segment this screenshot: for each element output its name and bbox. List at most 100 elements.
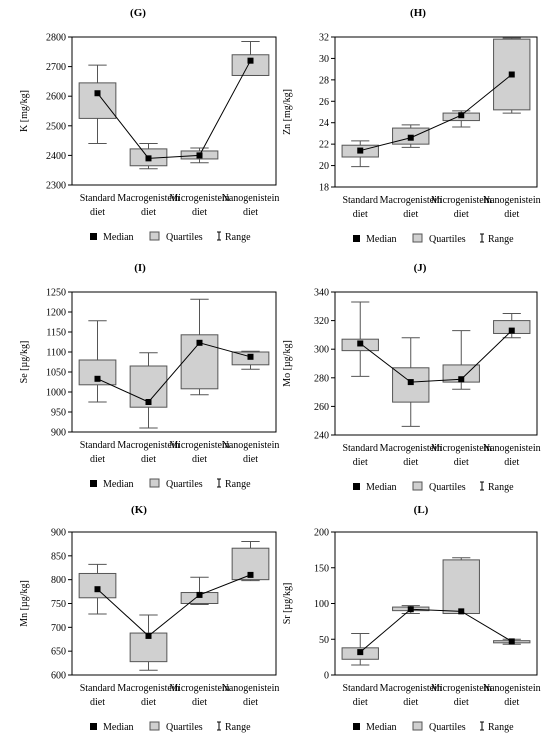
legend-median-label: Median bbox=[103, 232, 134, 243]
y-tick-label: 2700 bbox=[46, 62, 66, 73]
y-tick-label: 340 bbox=[314, 288, 329, 299]
y-tick-label: 1150 bbox=[46, 328, 66, 339]
median-marker bbox=[357, 147, 364, 154]
y-tick-label: 1050 bbox=[46, 368, 66, 379]
median-line bbox=[97, 342, 251, 403]
legend-median-marker bbox=[353, 723, 360, 730]
y-tick-label: 600 bbox=[51, 671, 66, 682]
median-marker bbox=[407, 134, 414, 141]
legend-median-label: Median bbox=[366, 482, 397, 493]
category-label: Microgenistein bbox=[169, 440, 230, 451]
panel-j: (J) 240 260 280 300 320 340 Mo [µg/kg] Standard d… bbox=[282, 262, 541, 493]
median-line bbox=[359, 330, 513, 383]
category-label: diet bbox=[90, 697, 105, 708]
legend-range-label: Range bbox=[488, 482, 514, 493]
quartile-box bbox=[231, 54, 270, 76]
category-label: Microgenistein bbox=[431, 195, 492, 206]
legend-quartiles-swatch bbox=[412, 481, 423, 491]
y-tick-label: 950 bbox=[51, 408, 66, 419]
y-tick-label: 320 bbox=[314, 316, 329, 327]
median-marker bbox=[407, 606, 414, 613]
panel-letter: (I) bbox=[134, 262, 146, 274]
category-label: Macrogenistein bbox=[117, 193, 179, 204]
panel-letter: (J) bbox=[414, 262, 427, 274]
y-tick-label: 22 bbox=[319, 140, 329, 151]
category-label: Microgenistein bbox=[431, 683, 492, 694]
y-tick-label: 100 bbox=[314, 599, 329, 610]
median-marker bbox=[458, 112, 465, 119]
legend-quartiles-swatch bbox=[412, 233, 423, 243]
category-label: diet bbox=[353, 457, 368, 468]
quartile-box bbox=[442, 559, 480, 615]
legend-range-label: Range bbox=[488, 234, 514, 245]
category-label: diet bbox=[353, 209, 368, 220]
panel-letter: (G) bbox=[130, 7, 146, 19]
category-label: diet bbox=[353, 697, 368, 708]
y-tick-label: 1100 bbox=[46, 348, 66, 359]
legend-median-marker bbox=[90, 233, 97, 240]
category-label: Macrogenistein bbox=[117, 683, 179, 694]
y-axis-label: Zn [mg/kg] bbox=[282, 89, 293, 135]
y-tick-label: 1000 bbox=[46, 388, 66, 399]
category-label: Standard bbox=[342, 683, 378, 694]
y-tick-label: 150 bbox=[314, 563, 329, 574]
median-marker bbox=[458, 608, 465, 615]
category-label: Standard bbox=[80, 683, 116, 694]
median-line bbox=[359, 608, 513, 653]
median-line bbox=[360, 74, 513, 152]
y-tick-label: 24 bbox=[319, 118, 329, 129]
category-label: diet bbox=[403, 457, 418, 468]
y-tick-label: 1250 bbox=[46, 288, 66, 299]
median-marker bbox=[458, 376, 465, 383]
median-marker bbox=[145, 399, 152, 405]
legend-median-label: Median bbox=[103, 722, 134, 733]
legend-median-marker bbox=[90, 723, 97, 730]
category-label: diet bbox=[454, 697, 469, 708]
category-label: diet bbox=[403, 697, 418, 708]
y-tick-label: 18 bbox=[319, 183, 329, 194]
legend-quartiles-label: Quartiles bbox=[166, 722, 203, 733]
y-tick-label: 300 bbox=[314, 345, 329, 356]
category-label: Nanogenistein bbox=[483, 683, 541, 694]
y-tick-label: 200 bbox=[314, 528, 329, 539]
category-label: diet bbox=[192, 454, 207, 465]
median-marker bbox=[94, 375, 101, 382]
plot-frame bbox=[334, 36, 538, 188]
quartile-box bbox=[78, 572, 117, 599]
panel-letter: (H) bbox=[410, 7, 426, 19]
category-label: Microgenistein bbox=[431, 443, 492, 454]
panel-g: (G) 2300 2400 2500 2600 2700 2800 K [mg/kg] Stan… bbox=[19, 7, 279, 243]
panel-l: (L) 0 50 100 150 200 Sr [µg/kg] Standard diet Mac… bbox=[282, 504, 541, 733]
category-label: Macrogenistein bbox=[380, 683, 442, 694]
legend-range-label: Range bbox=[225, 722, 251, 733]
median-line bbox=[97, 60, 251, 159]
category-label: Nanogenistein bbox=[222, 193, 280, 204]
legend-median-marker bbox=[353, 483, 360, 490]
y-tick-label: 650 bbox=[51, 647, 66, 658]
category-label: Standard bbox=[342, 195, 378, 206]
legend-range-label: Range bbox=[225, 479, 251, 490]
y-tick-label: 900 bbox=[51, 528, 66, 539]
median-marker bbox=[508, 71, 515, 78]
y-tick-label: 2400 bbox=[46, 151, 66, 162]
category-label: diet bbox=[454, 209, 469, 220]
y-axis-label: Sr [µg/kg] bbox=[282, 583, 293, 625]
y-tick-label: 0 bbox=[324, 671, 329, 682]
category-label: diet bbox=[243, 697, 258, 708]
legend-median-label: Median bbox=[366, 722, 397, 733]
median-marker bbox=[247, 57, 254, 64]
category-label: Microgenistein bbox=[169, 193, 230, 204]
legend-quartiles-swatch bbox=[149, 721, 160, 731]
median-marker bbox=[357, 340, 364, 347]
y-tick-label: 32 bbox=[319, 33, 329, 44]
y-tick-label: 2800 bbox=[46, 33, 66, 44]
y-tick-label: 800 bbox=[51, 575, 66, 586]
plot-frame bbox=[71, 291, 277, 433]
plot-frame bbox=[334, 291, 538, 436]
category-label: diet bbox=[90, 207, 105, 218]
median-marker bbox=[196, 339, 203, 346]
legend-quartiles-swatch bbox=[149, 231, 160, 241]
y-tick-label: 700 bbox=[51, 623, 66, 634]
category-label: Nanogenistein bbox=[222, 683, 280, 694]
